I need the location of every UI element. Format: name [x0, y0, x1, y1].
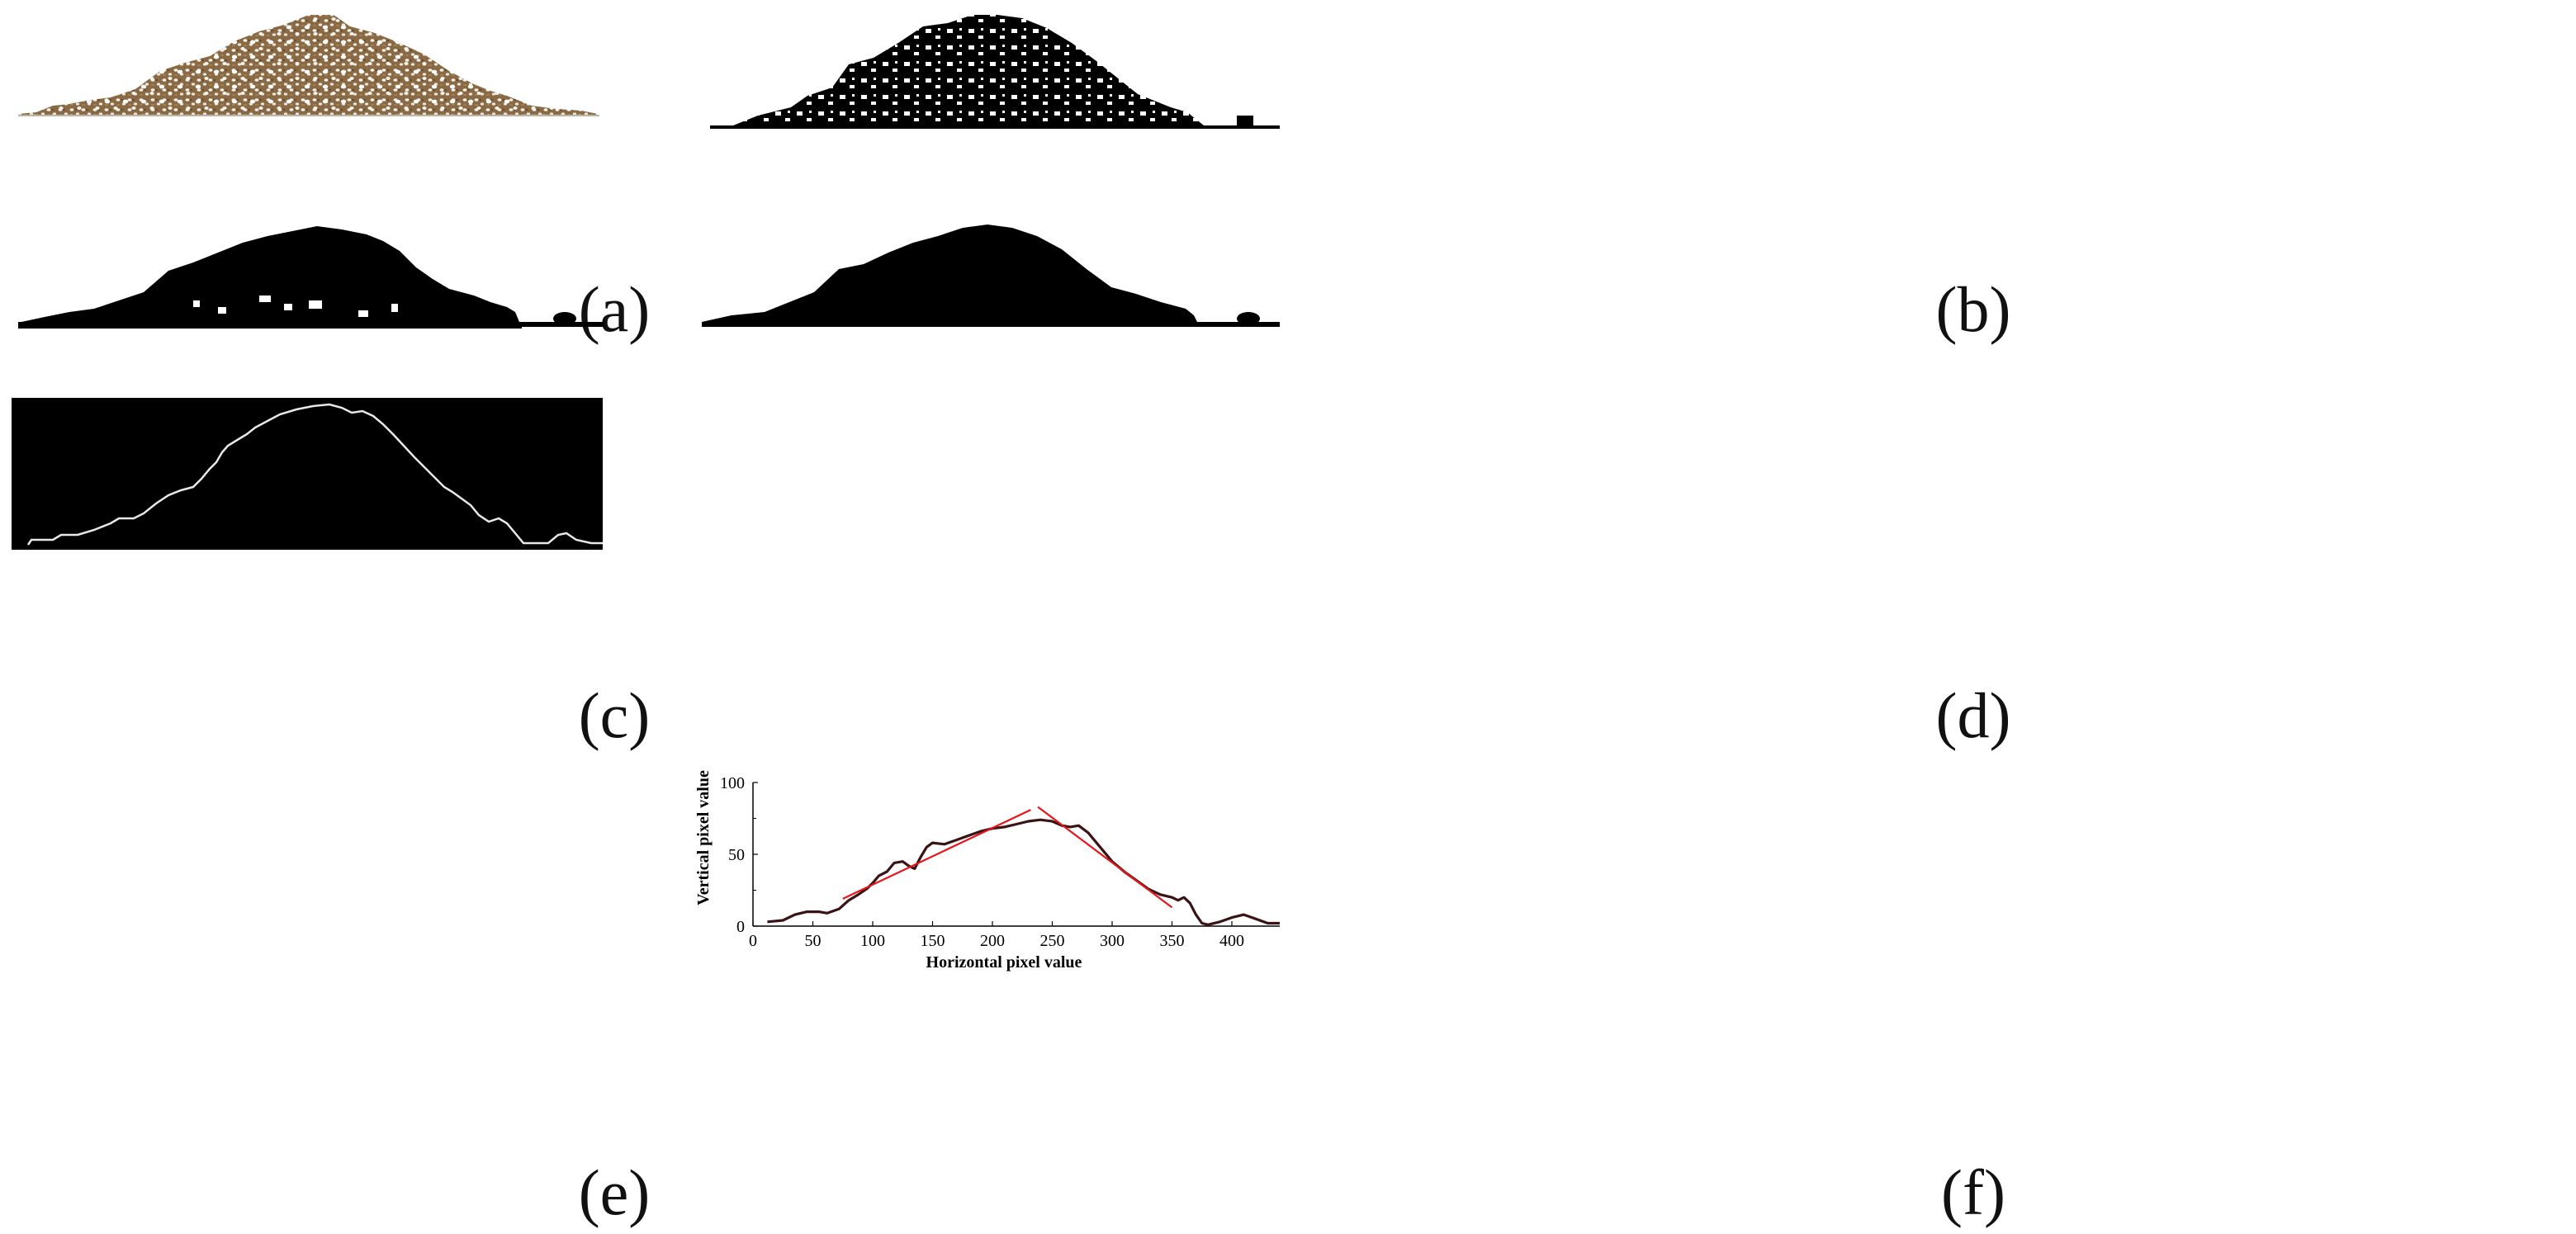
filled-silhouette	[702, 225, 1280, 327]
panel-label-c: (c)	[578, 679, 651, 751]
panel-label-a: (a)	[578, 273, 651, 345]
chart-series	[767, 806, 1280, 926]
x-tick-label: 250	[1040, 932, 1065, 950]
binary-image	[710, 15, 1280, 129]
chart-axes: 0 50 100 150 200 250 300 350 400 0 50 100	[720, 774, 1280, 950]
panel-b-binary	[708, 10, 1286, 134]
profile-chart: 0 50 100 150 200 250 300 350 400 0 50 100 Horizonta…	[694, 770, 1280, 972]
panel-label-d: (d)	[1935, 679, 2011, 751]
panel-label-f: (f)	[1941, 1156, 2005, 1228]
panel-label-e: (e)	[578, 1156, 651, 1228]
x-tick-label: 300	[1100, 932, 1125, 950]
soil-pile-photo	[18, 15, 599, 116]
y-axis-label: Vertical pixel value	[694, 770, 713, 905]
profile-curve	[767, 818, 1280, 926]
x-tick-label: 50	[805, 932, 822, 950]
x-tick-label: 100	[860, 932, 885, 950]
panel-e-edge	[12, 398, 603, 550]
x-tick-label: 0	[749, 932, 757, 950]
x-tick-label: 200	[980, 932, 1005, 950]
fit-line-left	[842, 809, 1031, 900]
x-axis-label: Horizontal pixel value	[926, 953, 1082, 972]
x-tick-label: 400	[1219, 932, 1244, 950]
edge-image	[12, 398, 603, 550]
panel-d-filled	[698, 220, 1285, 329]
y-tick-label: 0	[736, 918, 745, 936]
x-tick-label: 350	[1160, 932, 1185, 950]
panel-c-silhouette	[12, 221, 606, 330]
panel-a-photo	[12, 8, 606, 124]
panel-f-chart: 0 50 100 150 200 250 300 350 400 0 50 100 Horizonta…	[694, 768, 1288, 974]
y-tick-label: 50	[728, 846, 745, 864]
panel-label-b: (b)	[1935, 273, 2011, 345]
fit-line-right	[1037, 806, 1173, 909]
y-tick-label: 100	[720, 774, 745, 792]
silhouette-with-holes	[18, 226, 604, 329]
x-tick-label: 150	[921, 932, 945, 950]
